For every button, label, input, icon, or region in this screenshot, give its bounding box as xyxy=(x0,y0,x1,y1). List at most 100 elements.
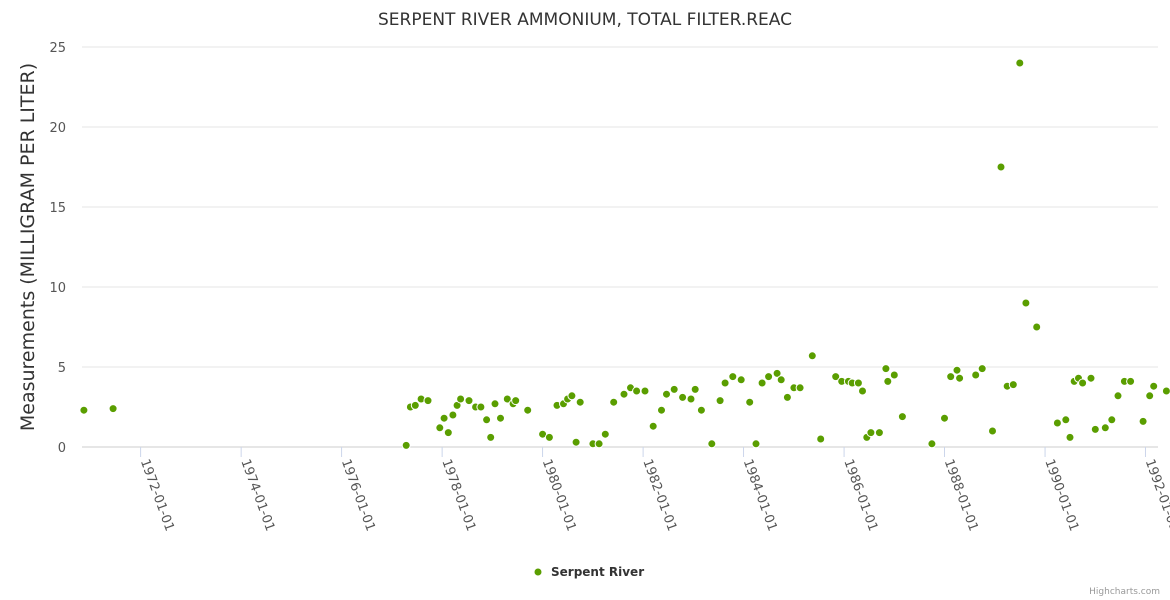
data-point[interactable] xyxy=(1078,378,1088,388)
data-point[interactable] xyxy=(696,405,706,415)
data-point[interactable] xyxy=(751,439,761,449)
data-point[interactable] xyxy=(496,413,505,423)
data-point[interactable] xyxy=(567,391,577,401)
credits-link[interactable]: Highcharts.com xyxy=(1089,587,1160,597)
y-axis-label: Measurements (MILLIGRAM PER LITER) xyxy=(17,63,39,431)
data-point[interactable] xyxy=(662,389,671,399)
data-point[interactable] xyxy=(858,386,867,396)
data-point[interactable] xyxy=(1015,58,1025,68)
data-point[interactable] xyxy=(600,429,610,439)
data-point[interactable] xyxy=(1126,376,1136,386)
data-point[interactable] xyxy=(889,370,899,380)
data-point[interactable] xyxy=(1008,380,1018,390)
y-tick-label: 25 xyxy=(49,41,66,56)
data-point[interactable] xyxy=(1032,322,1042,332)
data-point[interactable] xyxy=(1161,386,1170,396)
y-tick-label: 20 xyxy=(49,121,66,136)
data-point[interactable] xyxy=(502,394,512,404)
data-point[interactable] xyxy=(816,434,826,444)
data-point[interactable] xyxy=(79,405,89,415)
data-point[interactable] xyxy=(1065,432,1075,442)
data-point[interactable] xyxy=(772,368,782,378)
data-point[interactable] xyxy=(619,389,629,399)
data-point[interactable] xyxy=(571,437,581,447)
data-point[interactable] xyxy=(1138,416,1148,426)
data-point[interactable] xyxy=(575,397,585,407)
data-point[interactable] xyxy=(448,410,458,420)
data-point[interactable] xyxy=(1061,415,1071,425)
data-point[interactable] xyxy=(720,378,730,388)
data-point[interactable] xyxy=(490,399,500,409)
legend-item-label[interactable]: Serpent River xyxy=(551,565,644,579)
data-point[interactable] xyxy=(1052,418,1062,428)
y-tick-label: 10 xyxy=(49,281,66,296)
data-point[interactable] xyxy=(795,383,805,393)
data-point[interactable] xyxy=(544,432,554,442)
x-tick-label: 1992-01-01 xyxy=(1142,457,1170,533)
data-point[interactable] xyxy=(757,378,767,388)
data-point[interactable] xyxy=(927,439,937,449)
data-point[interactable] xyxy=(971,370,981,380)
data-point[interactable] xyxy=(996,162,1006,172)
data-point[interactable] xyxy=(678,392,688,402)
data-point[interactable] xyxy=(1100,423,1110,433)
data-point[interactable] xyxy=(776,375,786,385)
data-point[interactable] xyxy=(523,405,533,415)
data-point[interactable] xyxy=(940,413,949,423)
data-point[interactable] xyxy=(410,400,420,410)
data-point[interactable] xyxy=(853,378,863,388)
data-point[interactable] xyxy=(690,384,700,394)
data-point[interactable] xyxy=(866,428,876,438)
data-point[interactable] xyxy=(715,396,725,406)
data-point[interactable] xyxy=(728,372,738,382)
data-point[interactable] xyxy=(609,397,619,407)
data-point[interactable] xyxy=(1149,381,1159,391)
data-point[interactable] xyxy=(988,426,997,436)
data-point[interactable] xyxy=(952,365,962,375)
data-point[interactable] xyxy=(955,373,965,383)
data-point[interactable] xyxy=(108,404,118,414)
data-point[interactable] xyxy=(443,428,453,438)
data-point[interactable] xyxy=(1086,373,1096,383)
data-point[interactable] xyxy=(648,421,658,431)
data-point[interactable] xyxy=(736,375,746,385)
data-point[interactable] xyxy=(946,372,956,382)
data-point[interactable] xyxy=(764,372,774,382)
data-point[interactable] xyxy=(807,351,817,361)
data-point[interactable] xyxy=(435,423,445,433)
data-point[interactable] xyxy=(594,439,604,449)
data-point[interactable] xyxy=(640,386,650,396)
data-point[interactable] xyxy=(686,394,696,404)
data-point[interactable] xyxy=(1113,391,1123,401)
data-point[interactable] xyxy=(657,405,666,415)
data-point[interactable] xyxy=(476,402,486,412)
data-point[interactable] xyxy=(1145,391,1155,401)
data-point[interactable] xyxy=(745,397,755,407)
x-tick-label: 1980-01-01 xyxy=(539,457,579,533)
data-point[interactable] xyxy=(669,384,679,394)
data-point[interactable] xyxy=(486,432,496,442)
data-point[interactable] xyxy=(874,428,884,438)
data-point[interactable] xyxy=(977,364,987,374)
data-point[interactable] xyxy=(511,396,521,406)
data-point[interactable] xyxy=(632,386,642,396)
data-point[interactable] xyxy=(897,412,907,422)
data-point[interactable] xyxy=(439,413,449,423)
x-tick-label: 1986-01-01 xyxy=(840,457,880,533)
data-point[interactable] xyxy=(881,364,891,374)
data-point[interactable] xyxy=(423,396,433,406)
data-point[interactable] xyxy=(401,440,411,450)
data-point[interactable] xyxy=(1107,415,1117,425)
x-tick-label: 1972-01-01 xyxy=(137,457,177,533)
data-point[interactable] xyxy=(482,415,492,425)
data-point[interactable] xyxy=(707,439,717,449)
data-point[interactable] xyxy=(883,376,893,386)
data-point[interactable] xyxy=(782,392,792,402)
data-point[interactable] xyxy=(464,396,474,406)
data-point[interactable] xyxy=(1021,298,1031,308)
legend[interactable]: Serpent River xyxy=(533,565,644,579)
data-point[interactable] xyxy=(456,394,466,404)
data-point[interactable] xyxy=(1090,424,1100,434)
data-point[interactable] xyxy=(831,372,841,382)
